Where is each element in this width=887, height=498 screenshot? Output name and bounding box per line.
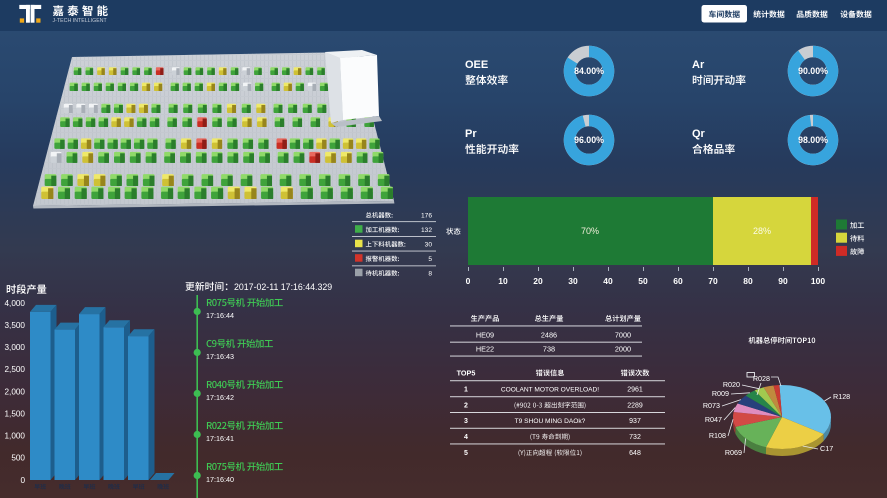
svg-text:84.00%: 84.00% <box>574 66 604 76</box>
svg-text:8: 8 <box>428 271 432 278</box>
svg-text:937: 937 <box>629 418 641 425</box>
svg-text:7000: 7000 <box>615 331 631 340</box>
svg-text:2: 2 <box>464 403 468 410</box>
svg-text:2289: 2289 <box>627 403 643 410</box>
svg-text:HE09: HE09 <box>476 331 494 340</box>
svg-text:2961: 2961 <box>627 387 643 394</box>
svg-text:2017-02-11 17:16:44.329: 2017-02-11 17:16:44.329 <box>234 282 332 292</box>
svg-text:176: 176 <box>421 213 432 220</box>
svg-text:3,500: 3,500 <box>5 321 26 330</box>
svg-text:70%: 70% <box>581 226 599 236</box>
svg-text:R047: R047 <box>705 415 722 424</box>
svg-text:Qr: Qr <box>692 128 706 140</box>
svg-text:3,000: 3,000 <box>5 343 26 352</box>
svg-text:90.00%: 90.00% <box>798 66 828 76</box>
svg-text:20: 20 <box>533 276 543 286</box>
svg-text:C17: C17 <box>820 444 833 453</box>
svg-text:17:16:41: 17:16:41 <box>206 434 234 443</box>
svg-text:2,500: 2,500 <box>5 365 26 374</box>
svg-text:738: 738 <box>543 345 555 354</box>
svg-text:96.00%: 96.00% <box>574 135 604 145</box>
svg-text:R028: R028 <box>753 374 770 383</box>
svg-text:HE22: HE22 <box>476 345 494 354</box>
svg-text:1,500: 1,500 <box>5 409 26 418</box>
svg-text:732: 732 <box>629 434 641 441</box>
svg-text:J-TECH INTELLIGENT: J-TECH INTELLIGENT <box>53 18 108 24</box>
svg-text:R128: R128 <box>833 392 850 401</box>
svg-text:COOLANT MOTOR OVERLOAD!: COOLANT MOTOR OVERLOAD! <box>501 387 599 394</box>
svg-text:5: 5 <box>428 256 432 263</box>
svg-text:0: 0 <box>20 476 25 485</box>
svg-text:100: 100 <box>811 276 825 286</box>
svg-text:4,000: 4,000 <box>5 299 26 308</box>
svg-text:Ar: Ar <box>692 59 705 71</box>
svg-text:17:16:43: 17:16:43 <box>206 352 234 361</box>
svg-text:10: 10 <box>498 276 508 286</box>
svg-text:70: 70 <box>708 276 718 286</box>
svg-text:40: 40 <box>603 276 613 286</box>
svg-text:60: 60 <box>673 276 683 286</box>
svg-text:R073: R073 <box>703 401 720 410</box>
svg-text:Pr: Pr <box>465 128 477 140</box>
svg-text:1: 1 <box>464 387 468 394</box>
svg-text:50: 50 <box>638 276 648 286</box>
svg-text:5: 5 <box>464 450 468 457</box>
svg-text:R009: R009 <box>712 389 729 398</box>
svg-text:28%: 28% <box>753 226 771 236</box>
svg-text:98.00%: 98.00% <box>798 135 828 145</box>
svg-text:0: 0 <box>466 276 471 286</box>
svg-text:3: 3 <box>464 418 468 425</box>
svg-text:R108: R108 <box>709 431 726 440</box>
svg-text:T9 SHOU MING DAOk?: T9 SHOU MING DAOk? <box>515 418 586 425</box>
svg-text:2000: 2000 <box>615 345 631 354</box>
svg-text:4: 4 <box>464 434 468 441</box>
svg-text:17:16:42: 17:16:42 <box>206 393 234 402</box>
svg-text:80: 80 <box>743 276 753 286</box>
svg-text:OEE: OEE <box>465 59 488 71</box>
svg-text:90: 90 <box>778 276 788 286</box>
svg-text:132: 132 <box>421 227 432 234</box>
svg-text:1,000: 1,000 <box>5 432 26 441</box>
svg-text:30: 30 <box>568 276 578 286</box>
svg-text:2,000: 2,000 <box>5 387 26 396</box>
svg-text:R069: R069 <box>725 448 742 457</box>
svg-text:R020: R020 <box>723 380 740 389</box>
svg-text:17:16:44: 17:16:44 <box>206 311 234 320</box>
svg-text:TOP5: TOP5 <box>457 369 476 378</box>
svg-text:30: 30 <box>425 242 433 249</box>
svg-text:500: 500 <box>11 454 25 463</box>
svg-text:2486: 2486 <box>541 331 557 340</box>
svg-text:648: 648 <box>629 450 641 457</box>
svg-text:17:16:40: 17:16:40 <box>206 475 234 484</box>
